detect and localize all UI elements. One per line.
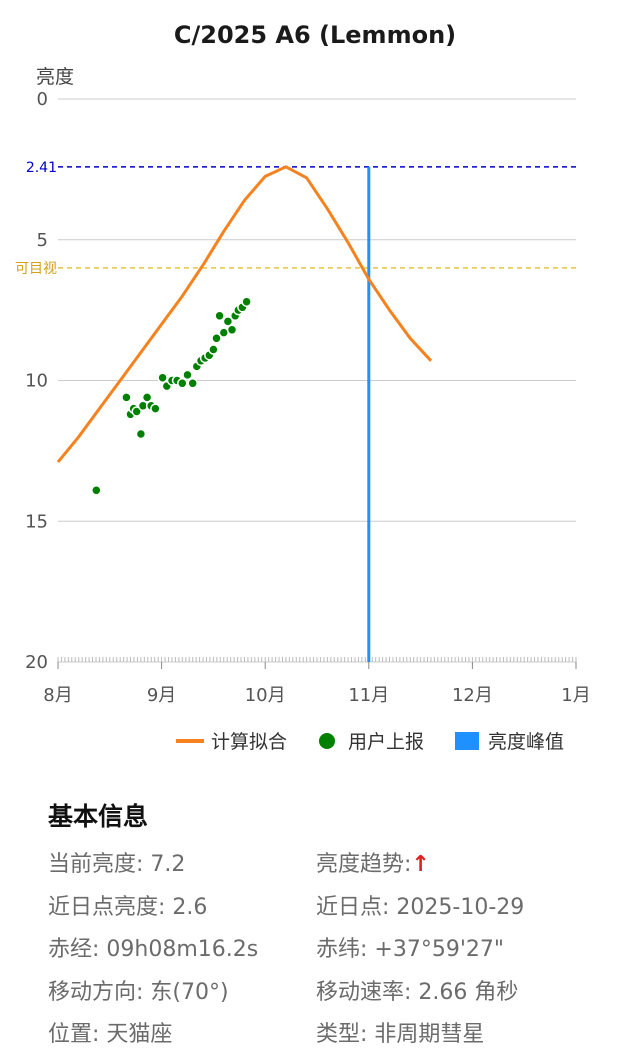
reference-label-0: 2.41	[26, 160, 57, 176]
comet-type: 类型: 非周期彗星	[316, 1022, 485, 1047]
report-point-22	[211, 333, 222, 344]
current-brightness: 当前亮度: 7.2	[48, 852, 186, 877]
y-tick-label-20: 20	[25, 652, 48, 673]
info-title: 基本信息	[48, 802, 149, 831]
grid-lines	[58, 98, 576, 663]
y-tick-label-15: 15	[25, 511, 48, 532]
brightness-trend: 亮度趋势:↑	[316, 844, 608, 887]
chart-svg: C/2025 A6 (Lemmon) 亮度 2.41 可目视 0 5 10 15 20 8月…	[15, 21, 591, 753]
x-tick-label-2: 10月	[245, 685, 286, 706]
x-tick-label-3: 11月	[348, 685, 389, 706]
y-tick-label-0: 0	[37, 89, 48, 110]
perihelion-date: 近日点: 2025-10-29	[316, 894, 525, 920]
x-tick-label-1: 9月	[147, 685, 176, 706]
trend-up-arrow-icon: ↑	[411, 852, 430, 877]
report-point-7	[141, 392, 153, 403]
legend-peak-label: 亮度峰值	[488, 731, 564, 753]
report-point-9	[150, 403, 161, 414]
trend-label: 亮度趋势:	[316, 852, 412, 877]
x-axis-minor-ticks	[57, 657, 577, 662]
report-point-14	[177, 378, 188, 389]
declination: 赤纬: +37°59'27"	[316, 937, 504, 962]
basic-info-panel: 基本信息 当前亮度: 7.2 亮度趋势:↑ 近日点亮度: 2.6 近日点: 20…	[48, 800, 608, 1057]
report-point-0	[91, 485, 102, 496]
y-axis-label: 亮度	[36, 66, 74, 88]
fit-curve-line	[56, 165, 433, 464]
report-point-5	[135, 428, 147, 440]
report-point-30	[241, 296, 252, 307]
y-tick-label-10: 10	[25, 371, 48, 392]
legend-reports-swatch	[319, 733, 335, 749]
motion-rate: 移动速率: 2.66 角秒	[316, 979, 519, 1005]
report-point-16	[187, 378, 198, 389]
info-grid: 当前亮度: 7.2 亮度趋势:↑ 近日点亮度: 2.6 近日点: 2025-10…	[48, 844, 608, 1057]
x-tick-label-4: 12月	[452, 685, 493, 706]
report-point-10	[157, 372, 168, 383]
brightness-chart: C/2025 A6 (Lemmon) 亮度 2.41 可目视 0 5 10 15 20 8月…	[15, 21, 591, 753]
legend[interactable]: 计算拟合 用户上报 亮度峰值	[176, 731, 564, 753]
report-point-15	[182, 369, 193, 381]
y-tick-label-5: 5	[37, 230, 48, 251]
report-point-26	[226, 324, 238, 336]
right-ascension: 赤经: 09h08m16.2s	[48, 937, 259, 962]
series-layer	[56, 165, 433, 662]
axes: 0 5 10 15 20 8月 9月 10月 11月 12月 1月	[25, 89, 591, 706]
legend-fit-label: 计算拟合	[211, 731, 287, 753]
report-point-4	[131, 406, 142, 417]
report-point-23	[214, 310, 225, 322]
x-tick-label-0: 8月	[43, 685, 72, 706]
reference-lines: 2.41 可目视	[15, 160, 576, 277]
reference-label-1: 可目视	[15, 261, 57, 277]
report-point-21	[208, 344, 219, 355]
report-point-25	[222, 316, 234, 327]
report-point-1	[121, 392, 132, 403]
motion-direction: 移动方向: 东(70°)	[48, 979, 229, 1005]
legend-peak-swatch	[455, 732, 479, 750]
legend-reports-label: 用户上报	[348, 731, 424, 753]
perihelion-brightness: 近日点亮度: 2.6	[48, 894, 208, 920]
x-tick-label-5: 1月	[561, 685, 590, 706]
chart-title: C/2025 A6 (Lemmon)	[174, 21, 456, 49]
constellation: 位置: 天猫座	[48, 1022, 173, 1047]
